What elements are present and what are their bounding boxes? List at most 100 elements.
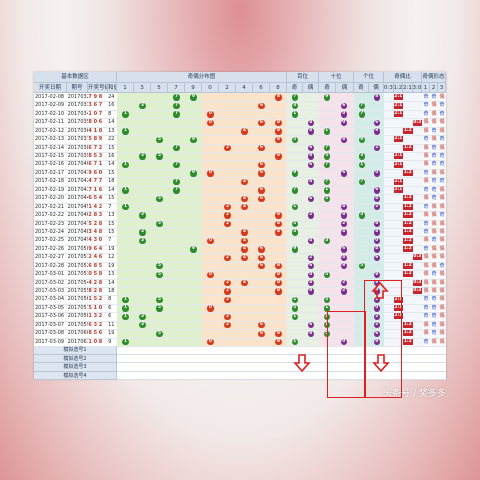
- issue-number: 2017052: [67, 262, 89, 269]
- issue-number: 2017041: [67, 169, 89, 176]
- issue-number: 2017049: [67, 237, 89, 244]
- shape-label: 奇: [423, 110, 429, 117]
- shape-label: 奇: [423, 313, 429, 320]
- digit-ball: 6: [258, 102, 265, 110]
- digit-ball: 5: [156, 263, 163, 270]
- digit-ball: 5: [156, 330, 163, 337]
- shape-label: 偶: [423, 127, 429, 134]
- position-ball: 5: [323, 296, 330, 304]
- simulate-row-4[interactable]: 模拟选号4: [34, 371, 446, 380]
- table-row: 2017-02-16 2017040 6 7 1 14: [34, 160, 117, 169]
- header-hundreds: 百位: [287, 72, 319, 83]
- draw-date: 2017-02-22: [35, 212, 65, 219]
- table-row: 2017-03-03 2017055 8 2 8 18: [34, 287, 117, 296]
- simulate-label-1: 模拟选号1: [34, 346, 117, 355]
- draw-numbers: 8 2 8: [88, 287, 103, 294]
- col-shape-2: 2: [430, 83, 438, 93]
- position-ball: 7: [291, 94, 298, 101]
- position-ball: 0: [373, 237, 380, 245]
- digit-ball: 6: [258, 246, 265, 253]
- digit-ball: 9: [190, 94, 197, 101]
- ratio-badge: 2:1: [393, 153, 403, 160]
- digit-ball: 3: [139, 237, 146, 245]
- digit-ball: 6: [258, 330, 265, 337]
- shape-label: 偶: [423, 321, 429, 328]
- header-odd-even-distribution: 奇偶分布图: [117, 72, 287, 83]
- simulate-row-3[interactable]: 模拟选号3: [34, 363, 446, 372]
- position-ball: 1: [291, 313, 298, 321]
- issue-number: 2017043: [67, 186, 89, 193]
- position-ball: 1: [323, 305, 330, 312]
- sum-value: 7: [108, 237, 112, 244]
- draw-date: 2017-03-02: [35, 279, 65, 286]
- ratio-badge: 1:2: [403, 127, 413, 134]
- shape-label: 奇: [431, 296, 437, 303]
- shape-label: 奇: [439, 153, 445, 160]
- draw-numbers: 1 0 8: [88, 338, 103, 345]
- digit-ball: 2: [224, 288, 231, 295]
- position-ball: 6: [340, 170, 347, 177]
- ratio-badge: 2:1: [393, 136, 403, 143]
- position-ball: 6: [340, 246, 347, 253]
- digit-ball: 2: [224, 322, 231, 329]
- table-row: 2017-02-19 2017043 7 1 6 14: [34, 186, 117, 195]
- shape-label: 偶: [431, 102, 437, 109]
- position-ball: 2: [373, 322, 380, 329]
- digit-ball: 3: [139, 313, 146, 321]
- position-ball: 1: [291, 338, 298, 346]
- shape-label: 偶: [431, 212, 437, 219]
- position-ball: 0: [340, 119, 347, 127]
- simulate-row-2[interactable]: 模拟选号2: [34, 354, 446, 363]
- col-tens-odd: 奇: [319, 83, 336, 93]
- shape-label: 偶: [423, 262, 429, 269]
- shape-label: 奇: [431, 195, 437, 202]
- digit-ball: 9: [190, 246, 197, 253]
- digit-ball: 5: [156, 153, 163, 160]
- table-row: 2017-03-06 2017058 1 3 2 6: [34, 312, 117, 321]
- ratio-badge: 1:2: [403, 262, 413, 269]
- position-ball: 3: [323, 313, 330, 321]
- position-ball: 8: [373, 229, 380, 236]
- draw-numbers: 8 0 6: [88, 119, 103, 126]
- draw-date: 2017-02-12: [35, 127, 65, 134]
- draw-numbers: 4 2 8: [88, 279, 103, 286]
- sum-value: 15: [108, 220, 115, 227]
- position-ball: 8: [373, 220, 380, 228]
- issue-number: 2017054: [67, 279, 89, 286]
- shape-label: 偶: [423, 119, 429, 126]
- shape-label: 偶: [423, 144, 429, 151]
- issue-number: 2017045: [67, 203, 89, 210]
- digit-ball: 9: [190, 170, 197, 177]
- table-row: 2017-02-24 2017048 3 4 8 15: [34, 228, 117, 237]
- digit-ball: 3: [139, 229, 146, 236]
- shape-label: 偶: [431, 262, 437, 269]
- ratio-badge: 2:1: [393, 111, 403, 118]
- sum-value: 19: [108, 262, 115, 269]
- col-hundreds-even: 偶: [303, 83, 319, 93]
- position-ball: 7: [358, 102, 365, 110]
- draw-date: 2017-02-19: [35, 186, 65, 193]
- annotation-arrows: [293, 281, 390, 373]
- position-ball: 0: [340, 111, 347, 118]
- col-dist-1: 1: [117, 83, 134, 93]
- shape-label: 偶: [431, 245, 437, 252]
- draw-numbers: 4 7 7: [88, 178, 103, 185]
- draw-date: 2017-03-04: [35, 296, 65, 303]
- draw-numbers: 0 5 8: [88, 271, 103, 278]
- shape-label: 偶: [431, 254, 437, 261]
- sum-value: 9: [108, 338, 112, 345]
- position-ball: 5: [291, 305, 298, 312]
- shape-label: 偶: [439, 127, 445, 134]
- position-ball: 8: [307, 330, 314, 337]
- draw-numbers: 2 4 6: [88, 254, 103, 261]
- draw-date: 2017-02-23: [35, 220, 65, 227]
- table-row: 2017-02-14 2017038 6 7 2 15: [34, 144, 117, 153]
- shape-label: 偶: [439, 254, 445, 261]
- digit-ball: 5: [156, 305, 163, 312]
- digit-ball: 7: [173, 111, 180, 118]
- digit-ball: 6: [258, 187, 265, 194]
- simulate-row-1[interactable]: 模拟选号1: [34, 346, 446, 355]
- shape-label: 偶: [431, 287, 437, 294]
- col-ratio-2-1: 2:1: [403, 83, 413, 93]
- position-ball: 3: [358, 153, 365, 160]
